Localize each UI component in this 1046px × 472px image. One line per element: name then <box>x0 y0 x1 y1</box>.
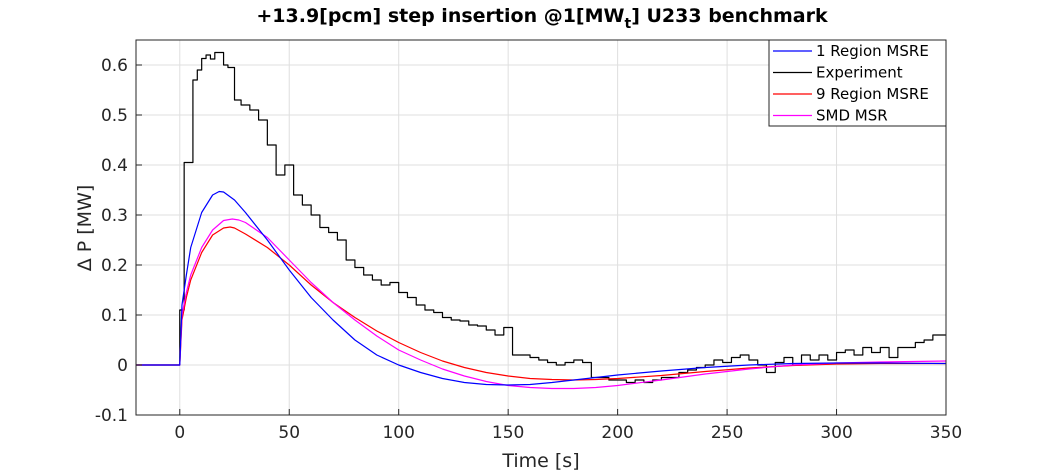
legend-label-1-region-msre: 1 Region MSRE <box>816 42 929 60</box>
series-layer <box>136 51 947 390</box>
legend-label-9-region-msre: 9 Region MSRE <box>816 85 929 103</box>
series-line-experiment <box>136 51 946 384</box>
legend: 1 Region MSRE Experiment 9 Region MSRE SMD … <box>768 39 947 127</box>
y-tick-label: -0.1 <box>95 406 128 426</box>
y-tick-label: 0 <box>117 356 128 376</box>
chart-title-main: +13.9[pcm] step insertion @1[MW <box>256 5 624 27</box>
x-tick-label: 150 <box>492 423 524 443</box>
x-tick-label: 250 <box>711 423 743 443</box>
x-tick-label: 100 <box>382 423 414 443</box>
legend-label-experiment: Experiment <box>816 64 903 82</box>
legend-label-smd-msr: SMD MSR <box>816 107 888 125</box>
y-axis-label: Δ P [MW] <box>74 185 96 272</box>
x-tick-label: 50 <box>278 423 300 443</box>
series-line-smd-msr <box>136 218 947 390</box>
series-line-1-region-msre <box>136 190 947 386</box>
y-tick-label: 0.1 <box>101 306 128 326</box>
chart-title: +13.9[pcm] step insertion @1[MWt] U233 b… <box>256 5 828 32</box>
x-tick-label: 300 <box>820 423 852 443</box>
y-tick-label: 0.5 <box>101 106 128 126</box>
x-tick-label: 200 <box>601 423 633 443</box>
x-tick-label: 350 <box>930 423 962 443</box>
y-tick-label: 0.4 <box>101 156 128 176</box>
ticks: 0 50 100 150 200 250 300 350 -0.1 0 0.1 0.2 0.3 0.4 0.… <box>95 56 962 443</box>
y-tick-label: 0.2 <box>101 256 128 276</box>
legend-box <box>768 39 947 127</box>
chart-title-suffix: ] U233 benchmark <box>631 5 828 27</box>
y-tick-label: 0.3 <box>101 206 128 226</box>
x-tick-label: 0 <box>174 423 185 443</box>
series-line-9-region-msre <box>136 226 946 381</box>
chart-title-subscript: t <box>624 16 631 32</box>
plot-border <box>135 39 947 416</box>
y-tick-label: 0.6 <box>101 56 128 76</box>
x-axis-label: Time [s] <box>501 450 579 472</box>
